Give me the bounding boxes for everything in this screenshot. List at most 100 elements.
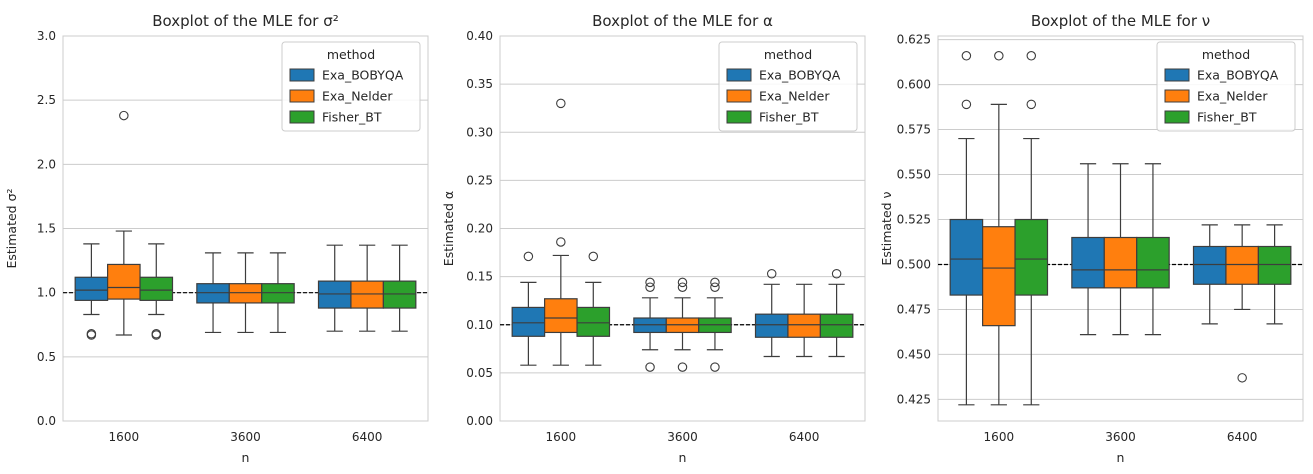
outlier-point [831,268,842,279]
legend: method Exa_BOBYQA Exa_Nelder Fisher_BT [281,41,421,132]
box-Exa_BOBYQA-1600 [949,51,984,406]
y-tick-label: 0.450 [897,347,931,361]
legend-title: method [764,47,812,62]
outlier-point [556,237,566,247]
box-Exa_BOBYQA-1600 [74,243,109,340]
y-tick-label: 0.600 [897,78,931,92]
x-axis-label: n [242,450,250,465]
y-axis-label: Estimated σ² [4,188,19,268]
x-tick-label: 6400 [789,430,820,444]
box-Exa_Nelder-1600 [982,51,1016,406]
y-axis-label: Estimated ν [879,191,894,265]
legend-swatch [1164,110,1190,124]
y-tick-label: 1.0 [37,286,56,300]
legend-entry: Exa_Nelder [759,89,830,104]
box-Fisher_BT-3600 [698,277,732,372]
box-body [1257,245,1292,285]
legend-box [1156,41,1296,132]
box-Exa_Nelder-3600 [228,252,263,334]
x-tick-label: 3600 [1105,430,1136,444]
y-tick-label: 0.475 [897,302,931,316]
box-body [382,280,417,309]
box-body [982,226,1016,327]
legend-entry: Exa_BOBYQA [759,68,841,83]
box-Exa_BOBYQA-6400 [1192,224,1227,325]
x-tick-label: 1600 [546,430,577,444]
box-body [350,280,384,309]
box-Exa_BOBYQA-6400 [317,244,352,332]
box-Fisher_BT-3600 [1136,163,1170,336]
y-tick-label: 0.40 [466,29,493,43]
box-body [1014,218,1049,296]
legend-title: method [1202,47,1250,62]
box-body [317,280,352,309]
legend-swatch [289,89,315,103]
box-Fisher_BT-1600 [1014,51,1049,406]
y-tick-label: 0.575 [897,123,931,137]
box-Exa_Nelder-1600 [544,98,578,366]
box-body [261,283,295,304]
y-tick-label: 0.425 [897,392,931,406]
y-tick-label: 0.20 [466,222,493,236]
box-body [576,306,611,337]
box-Exa_BOBYQA-3600 [196,252,230,334]
y-tick-label: 2.0 [37,157,56,171]
y-tick-label: 0.00 [466,414,493,428]
legend-entry: Exa_BOBYQA [1197,68,1279,83]
outlier-point [645,277,655,288]
outlier-point [588,251,599,262]
outlier-point [961,99,972,110]
panel-3: 0.425 0.450 0.475 0.500 0.525 0.550 0.575 0.600… [879,12,1304,465]
box-body [107,263,141,300]
outlier-point [645,282,655,292]
box-body [139,276,174,301]
legend-swatch [289,68,315,82]
box-Exa_Nelder-6400 [1225,224,1259,383]
outlier-point [961,51,972,61]
box-body [74,276,109,301]
box-body [544,298,578,334]
y-tick-label: 0.625 [897,33,931,47]
y-tick-label: 0.10 [466,318,493,332]
y-tick-label: 0.35 [466,77,493,91]
box-body [196,283,230,304]
y-tick-label: 2.5 [37,93,56,107]
legend-entry: Exa_Nelder [322,89,393,104]
y-tick-label: 0.30 [466,125,493,139]
x-tick-label: 6400 [1227,430,1258,444]
legend-entry: Fisher_BT [759,110,819,125]
box-Fisher_BT-6400 [819,268,854,358]
box-Exa_BOBYQA-3600 [633,277,667,372]
box-Fisher_BT-1600 [139,243,174,340]
legend-swatch [1164,89,1190,103]
outlier-point [710,277,720,288]
y-tick-label: 0.05 [466,366,493,380]
box-Fisher_BT-1600 [576,251,611,366]
outlier-point [677,277,688,288]
outlier-point [86,328,97,339]
y-tick-label: 0.550 [897,168,931,182]
y-tick-label: 1.5 [37,222,56,236]
legend-swatch [289,110,315,124]
x-tick-label: 3600 [667,430,698,444]
legend-box [281,41,421,132]
chart-title: Boxplot of the MLE for ν [1031,12,1210,30]
outlier-point [677,362,688,372]
legend: method Exa_BOBYQA Exa_Nelder Fisher_BT [1156,41,1296,132]
plot-frame [499,35,866,422]
legend-swatch [726,110,752,124]
x-axis-label: n [1117,450,1125,465]
y-tick-label: 0.500 [897,257,931,271]
outlier-point [710,282,720,292]
outlier-point [523,251,534,262]
legend-box [718,41,858,132]
outlier-point [151,328,162,339]
legend-entry: Fisher_BT [1197,110,1257,125]
legend-title: method [327,47,375,62]
outlier-point [556,98,566,109]
legend-swatch [726,89,752,103]
x-tick-label: 3600 [230,430,261,444]
y-tick-label: 0.5 [37,350,56,364]
box-Exa_Nelder-3600 [665,277,700,372]
